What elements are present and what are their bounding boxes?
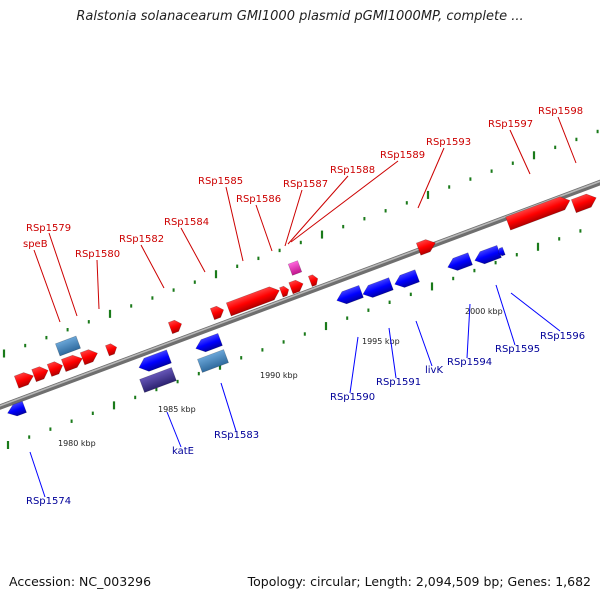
backbone-highlight (0, 180, 600, 407)
forward-gene[interactable] (167, 318, 183, 335)
forward-gene-label[interactable]: speB (23, 239, 48, 250)
scale-label: 1985 kbp (158, 405, 196, 414)
forward-label-leader (180, 227, 206, 273)
forward-gene[interactable] (13, 370, 35, 389)
reverse-label-leader (466, 303, 471, 359)
accession-text: Accession: NC_003296 (9, 574, 152, 589)
forward-gene[interactable] (79, 347, 100, 366)
reverse-gene-label[interactable]: RSp1596 (540, 331, 585, 342)
reverse-label-leader (510, 292, 561, 332)
forward-gene-label[interactable]: RSp1593 (426, 137, 471, 148)
reverse-gene[interactable] (361, 277, 394, 301)
forward-label-leader (417, 147, 445, 209)
forward-gene[interactable] (60, 352, 84, 372)
forward-gene[interactable] (279, 285, 291, 298)
reverse-gene[interactable] (335, 284, 364, 306)
forward-gene[interactable] (31, 364, 51, 383)
forward-gene-label[interactable]: RSp1582 (119, 234, 164, 245)
reverse-label-leader (349, 336, 359, 394)
reverse-gene[interactable] (137, 349, 172, 374)
reverse-gene-label[interactable]: RSp1594 (447, 357, 492, 368)
forward-label-leader (96, 259, 100, 310)
forward-label-leader (140, 244, 165, 289)
reverse-gene[interactable] (392, 269, 420, 291)
forward-gene[interactable] (209, 304, 225, 321)
label-leader-lines (29, 116, 577, 498)
reverse-label-leader (220, 382, 237, 432)
misc-feature[interactable] (197, 349, 229, 373)
forward-gene[interactable] (570, 191, 598, 214)
reverse-gene-label[interactable]: RSp1590 (330, 392, 375, 403)
reverse-gene[interactable] (5, 400, 27, 419)
forward-gene-label[interactable]: RSp1586 (236, 194, 281, 205)
forward-label-leader (290, 160, 399, 243)
scale-label: 1980 kbp (58, 439, 96, 448)
forward-gene-label[interactable]: RSp1588 (330, 165, 375, 176)
reverse-gene-label[interactable]: livK (425, 365, 443, 376)
reverse-gene-label[interactable]: RSp1583 (214, 430, 259, 441)
forward-gene-label[interactable]: RSp1579 (26, 223, 71, 234)
forward-label-leader (284, 189, 303, 247)
reverse-gene[interactable] (194, 332, 223, 354)
forward-gene[interactable] (105, 342, 118, 357)
reverse-gene-label[interactable]: RSp1574 (26, 496, 71, 507)
forward-gene[interactable] (288, 278, 305, 295)
forward-label-leader (509, 129, 531, 175)
misc-feature[interactable] (287, 260, 303, 276)
scale-label: 1990 kbp (260, 371, 298, 380)
forward-label-leader (287, 175, 349, 245)
reverse-label-leader (166, 411, 182, 448)
gene-features (5, 191, 598, 419)
forward-label-leader (33, 249, 61, 323)
reverse-gene[interactable] (497, 246, 506, 257)
forward-gene-label[interactable]: RSp1589 (380, 150, 425, 161)
reverse-label-leader (29, 451, 46, 498)
reverse-label-leader (415, 320, 433, 367)
forward-gene-label[interactable]: RSp1597 (488, 119, 533, 130)
reverse-label-leader (388, 327, 397, 379)
forward-label-leader (225, 186, 244, 262)
forward-gene-label[interactable]: RSp1580 (75, 249, 120, 260)
reverse-gene-label[interactable]: katE (172, 446, 194, 457)
forward-label-leader (557, 116, 577, 164)
scale-label: 1995 kbp (362, 337, 400, 346)
page-title: Ralstonia solanacearum GMI1000 plasmid p… (76, 9, 524, 24)
forward-gene-label[interactable]: RSp1585 (198, 176, 243, 187)
forward-label-leader (255, 204, 273, 252)
forward-gene-label[interactable]: RSp1584 (164, 217, 209, 228)
scale-label: 2000 kbp (465, 307, 503, 316)
misc-feature[interactable] (55, 335, 81, 357)
forward-gene[interactable] (415, 237, 437, 256)
reverse-gene-label[interactable]: RSp1591 (376, 377, 421, 388)
forward-gene-label[interactable]: RSp1587 (283, 179, 328, 190)
forward-label-leader (48, 232, 78, 317)
backbone-line (0, 179, 600, 410)
misc-feature[interactable] (139, 367, 177, 393)
forward-gene[interactable] (505, 194, 573, 231)
reverse-label-leader (495, 284, 516, 346)
forward-gene[interactable] (225, 284, 281, 317)
genome-stats-text: Topology: circular; Length: 2,094,509 bp… (247, 574, 591, 589)
reverse-gene[interactable] (473, 244, 502, 266)
reverse-gene-label[interactable]: RSp1595 (495, 344, 540, 355)
reverse-gene[interactable] (445, 252, 473, 274)
forward-gene[interactable] (46, 359, 65, 377)
forward-gene-label[interactable]: RSp1598 (538, 106, 583, 117)
forward-gene[interactable] (307, 273, 319, 287)
genome-backbone (0, 179, 600, 410)
scale-ticks: 1980 kbp 1985 kbp 1990 kbp 1995 kbp 2000 kbp (2, 129, 599, 450)
